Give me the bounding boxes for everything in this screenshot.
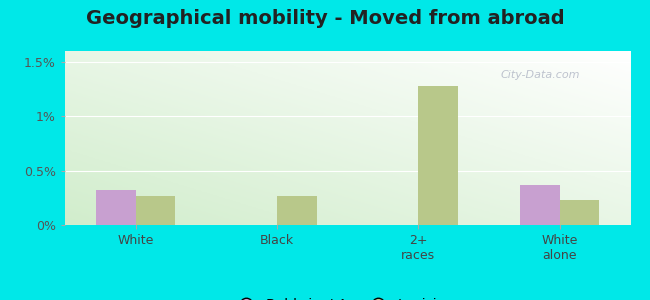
Bar xyxy=(277,196,317,225)
Bar xyxy=(419,86,458,225)
Bar xyxy=(560,200,599,225)
Bar xyxy=(136,196,176,225)
Legend: Baldwin, LA, Louisiana: Baldwin, LA, Louisiana xyxy=(233,298,463,300)
Bar xyxy=(96,190,136,225)
Text: City-Data.com: City-Data.com xyxy=(500,70,580,80)
Text: Geographical mobility - Moved from abroad: Geographical mobility - Moved from abroa… xyxy=(86,9,564,28)
Bar xyxy=(520,185,560,225)
